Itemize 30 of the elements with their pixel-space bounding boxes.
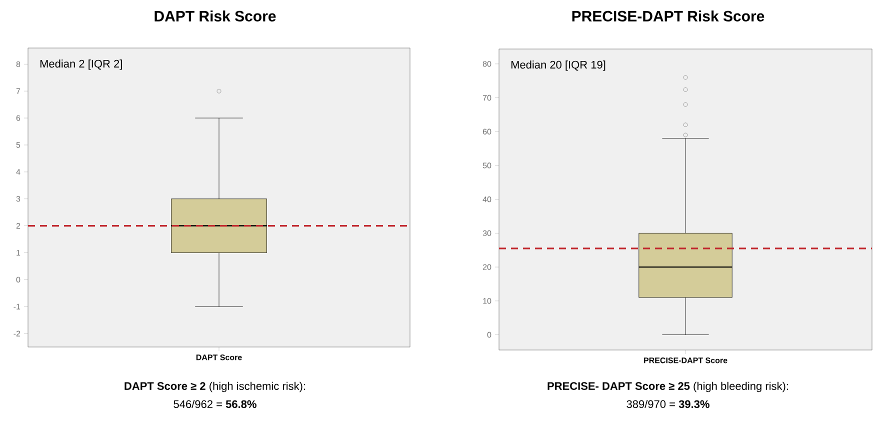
chart-title: DAPT Risk Score xyxy=(154,10,276,22)
y-tick-label: 10 xyxy=(483,298,492,304)
y-tick-label: 5 xyxy=(16,142,20,148)
y-tick-label: 0 xyxy=(16,276,20,282)
y-tick-label: 60 xyxy=(482,128,492,134)
annotation: Median 20 [IQR 19] xyxy=(511,60,606,71)
y-tick-label: 6 xyxy=(16,115,20,121)
text: DAPT Score ≥ 2 (high ischemic risk): xyxy=(124,382,306,392)
annotation: Median 2 [IQR 2] xyxy=(40,60,122,70)
text: PRECISE- DAPT Score ≥ 25 (high bleeding risk): xyxy=(548,382,788,392)
y-tick-label: 40 xyxy=(482,196,492,202)
text: 546/962 = 56.8% xyxy=(174,400,256,408)
y-tick-label: 3 xyxy=(16,196,20,202)
y-tick-label: 0 xyxy=(487,332,492,338)
y-tick-label: 70 xyxy=(482,94,492,101)
y-tick-label: 2 xyxy=(16,222,20,229)
y-tick-label: -1 xyxy=(14,304,20,310)
x-tick-label: DAPT Score xyxy=(196,354,242,360)
x-tick-label: PRECISE-DAPT Score xyxy=(644,358,728,364)
text: 389/970 = 39.3% xyxy=(626,400,710,408)
y-tick-label: 8 xyxy=(16,61,20,67)
y-tick-label: 4 xyxy=(16,169,20,175)
y-tick-label: 7 xyxy=(16,88,20,94)
y-tick-label: 80 xyxy=(482,61,492,67)
y-tick-label: -2 xyxy=(14,330,20,336)
y-tick-label: 50 xyxy=(482,162,492,168)
y-tick-label: 20 xyxy=(482,264,492,270)
chart-title: PRECISE-DAPT Risk Score xyxy=(572,10,764,22)
y-tick-label: 1 xyxy=(16,250,20,256)
y-tick-label: 30 xyxy=(482,230,492,236)
